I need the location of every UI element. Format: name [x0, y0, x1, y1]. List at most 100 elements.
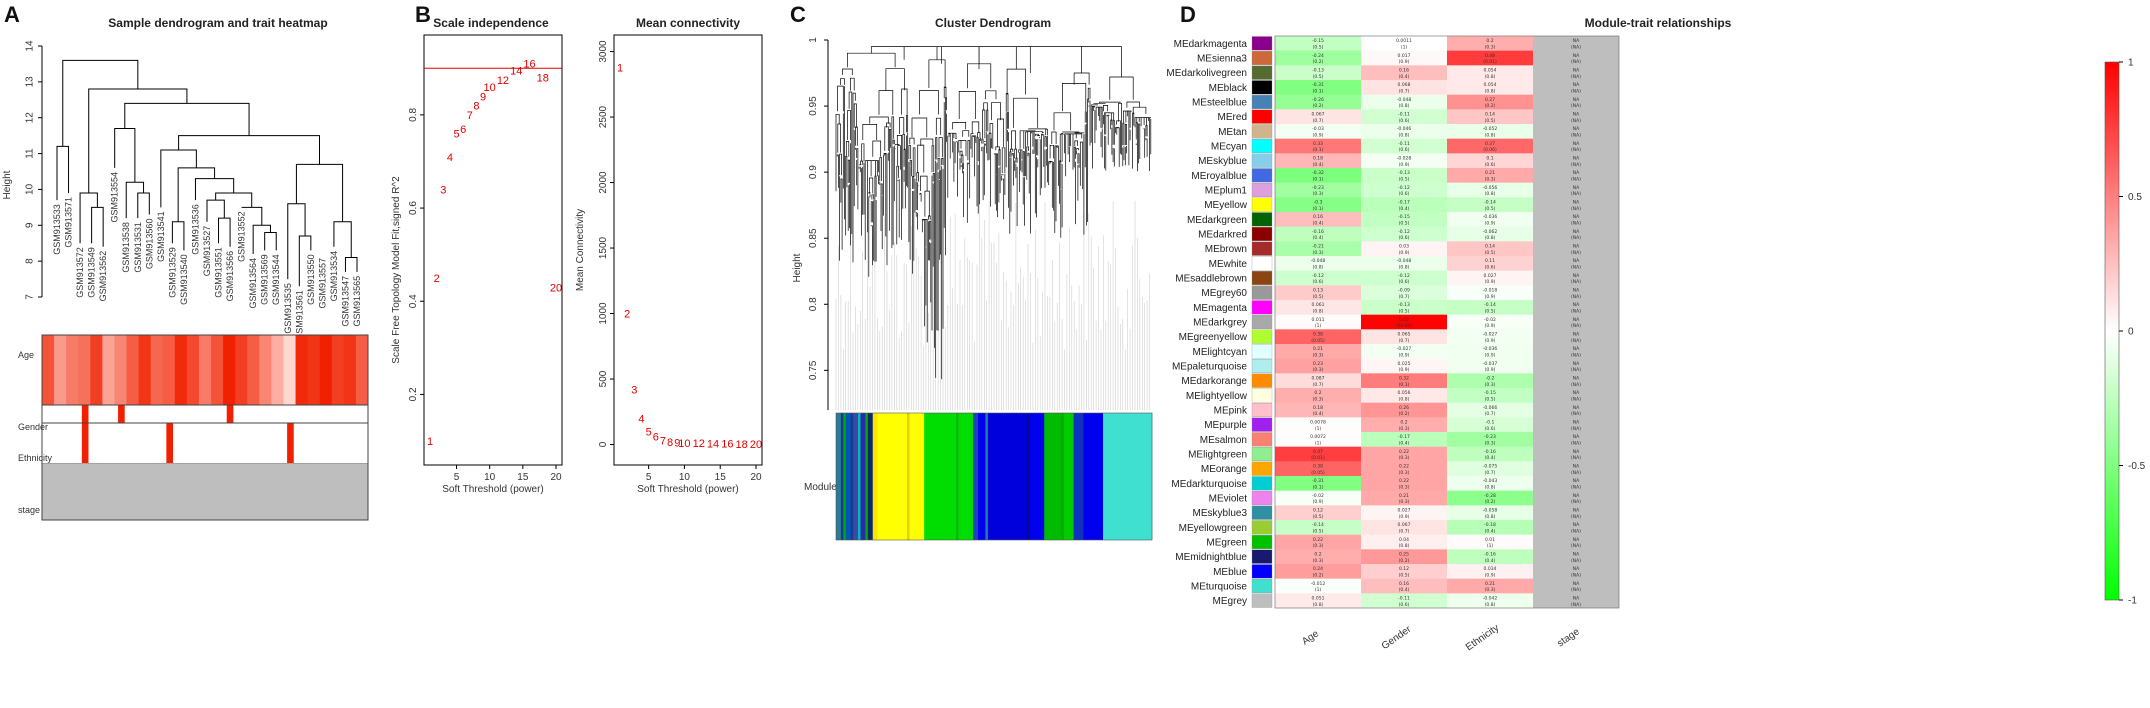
correlation-legend: 1 0.5 0 -0.5 -1: [2104, 58, 2146, 607]
cell-pvalue: (0.2): [1313, 59, 1324, 65]
stage-cell-pvalue: (NA): [1571, 426, 1581, 432]
module-segment: [909, 413, 925, 540]
heatmap-cell: [1275, 197, 1361, 213]
heatmap-cell: [1447, 476, 1533, 491]
cell-correlation: 0.034: [1484, 566, 1497, 572]
guide-lines: [835, 200, 1150, 410]
cell-pvalue: (0.8): [1399, 264, 1410, 270]
cell-pvalue: (0.5): [1399, 220, 1410, 226]
module-label: MEdarkmagenta: [1174, 39, 1248, 50]
cell-pvalue: (0.2): [1313, 572, 1324, 578]
module-segment: [1073, 413, 1084, 540]
module-segment: [865, 413, 869, 540]
stage-cell-pvalue: (NA): [1571, 162, 1581, 168]
x-tick-label: 10: [679, 472, 691, 483]
trait-label: stage: [18, 505, 40, 515]
age-cell: [271, 335, 284, 405]
cell-correlation: -0.2: [1486, 375, 1495, 381]
cell-correlation: -0.012: [1311, 581, 1326, 587]
cell-correlation: 0.48: [1485, 53, 1495, 59]
module-trait-heatmap: MEdarkmagenta -0.15(0.5)0.0011(1)0.2(0.3)…: [1166, 35, 1620, 653]
cell-correlation: -0.02: [1484, 317, 1496, 323]
cell-correlation: -0.027: [1397, 346, 1412, 352]
heatmap-cell: [1361, 65, 1447, 81]
cell-pvalue: (0.4): [1313, 411, 1324, 417]
heatmap-cell: [1361, 226, 1447, 242]
heatmap-cell: [1447, 241, 1533, 257]
stage-cell-pvalue: (NA): [1571, 352, 1581, 358]
cell-correlation: -0.14: [1312, 522, 1324, 528]
cell-correlation: -0.11: [1398, 595, 1410, 601]
module-segment: [1083, 413, 1104, 540]
x-tick-label: 10: [484, 472, 496, 483]
stage-cell-pvalue: (NA): [1571, 470, 1581, 476]
dendrogram-branch: [344, 257, 358, 272]
module-label: MEsalmon: [1200, 435, 1247, 446]
plot-frame: [423, 34, 563, 466]
heatmap-cell: [1447, 534, 1533, 550]
module-label: MEwhite: [1209, 259, 1248, 270]
stage-cell-value: NA: [1573, 126, 1580, 132]
dendrogram-branch: [125, 181, 145, 219]
cell-pvalue: (0.8): [1485, 88, 1496, 94]
stage-cell-pvalue: (NA): [1571, 220, 1581, 226]
cell-pvalue: (0.9): [1399, 59, 1410, 65]
age-cell: [66, 335, 79, 405]
module-swatch: [1251, 359, 1273, 373]
heatmap-cell: [1447, 212, 1533, 227]
module-label: MEmagenta: [1193, 303, 1247, 314]
sample-label: GSM913550: [306, 254, 316, 305]
cell-pvalue: (0.6): [1485, 264, 1496, 270]
cell-pvalue: (0.8): [1485, 132, 1496, 138]
heatmap-cell: [1361, 300, 1447, 315]
age-cell: [295, 335, 309, 405]
x-tick-label: 5: [454, 472, 460, 483]
stage-cell-value: NA: [1573, 141, 1580, 147]
heatmap-cell: [1275, 226, 1361, 242]
data-point: 12: [497, 75, 509, 87]
cell-pvalue: (0.8): [1485, 191, 1496, 197]
module-label: MEcyan: [1211, 142, 1247, 153]
y-tick-label: 0.6: [408, 201, 419, 215]
cell-correlation: 0.065: [1398, 331, 1411, 337]
panel-c: C Cluster Dendrogram Height Module color…: [790, 2, 1153, 541]
dendrogram-branch: [206, 199, 225, 222]
cell-correlation: -0.11: [1398, 141, 1410, 147]
heatmap-cell: [1447, 520, 1533, 535]
y-tick-label: 0.9: [808, 165, 819, 179]
heatmap-cell: [1275, 314, 1361, 330]
y-tick-label: 11: [25, 148, 36, 159]
trait-background: [42, 405, 368, 463]
trait-frame: [41, 334, 369, 521]
module-segment: [985, 413, 989, 540]
heatmap-cell: [1447, 226, 1533, 242]
age-cell: [331, 335, 345, 405]
legend-tick-label: 0: [2128, 327, 2134, 338]
cell-correlation: -0.048: [1397, 258, 1412, 264]
heatmap-cell: [1447, 197, 1533, 213]
cell-correlation: -0.056: [1483, 185, 1498, 191]
stage-cell-value: NA: [1573, 214, 1580, 220]
stage-cell-value: NA: [1573, 375, 1580, 381]
cell-pvalue: (0.05): [1311, 470, 1325, 476]
heatmap-cell: [1361, 329, 1447, 345]
heatmap-cell: [1447, 270, 1533, 286]
cell-correlation: 0.22: [1399, 478, 1409, 484]
module-swatch: [1251, 564, 1273, 579]
cell-correlation: 0.22: [1313, 537, 1323, 543]
cell-pvalue: (0.5): [1313, 514, 1324, 520]
cell-correlation: 0.2: [1314, 551, 1321, 557]
cell-pvalue: (0.3): [1313, 250, 1324, 256]
module-segment: [1103, 413, 1153, 540]
heatmap-cell: [1275, 241, 1361, 257]
data-point: 10: [484, 82, 496, 94]
heatmap-cell: [1275, 578, 1361, 594]
cell-pvalue: (0.4): [1313, 162, 1324, 168]
cell-pvalue: (0.01): [1311, 455, 1325, 461]
stage-cell-value: NA: [1573, 522, 1580, 528]
cell-correlation: 0.22: [1399, 449, 1409, 455]
cell-pvalue: (0.4): [1313, 220, 1324, 226]
module-swatch: [1251, 447, 1273, 461]
module-segment: [867, 413, 874, 540]
cell-correlation: 0.38: [1313, 331, 1323, 337]
